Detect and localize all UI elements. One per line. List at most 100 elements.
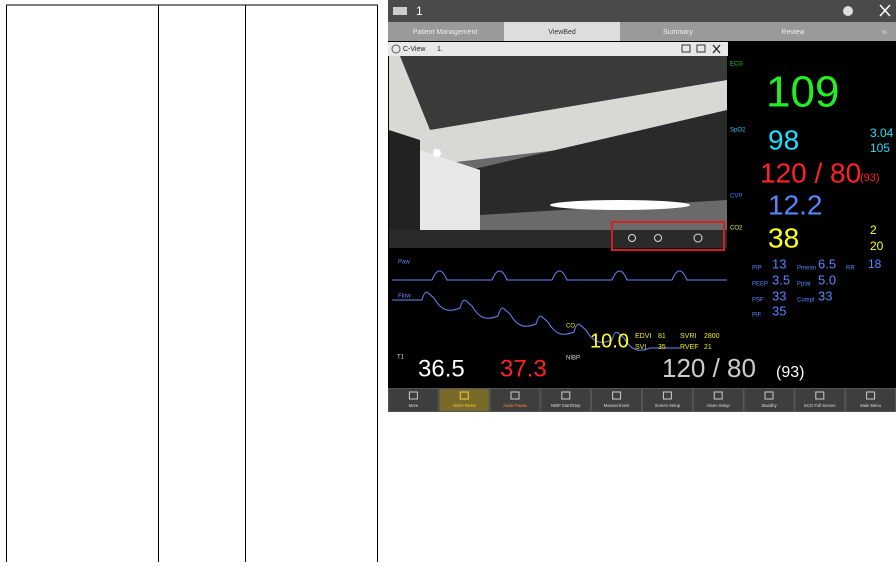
light (550, 200, 690, 210)
co2-value: 38 (768, 222, 799, 253)
toolbar-button[interactable] (541, 389, 591, 411)
zoom-reset[interactable] (693, 233, 703, 243)
toolbar-button[interactable] (490, 389, 540, 411)
ceiling-slats (470, 110, 727, 215)
button-label: Alarm Setup (707, 403, 731, 408)
button-icon (408, 391, 418, 400)
hr-value: 109 (766, 68, 839, 117)
toolbar-button[interactable] (693, 389, 743, 411)
param-label: ECG (730, 62, 743, 68)
vent-label: PEEP (752, 282, 768, 288)
highlight-box (611, 221, 725, 251)
button-icon (764, 391, 774, 400)
fico2-value: 2 (870, 223, 877, 237)
waveform (392, 291, 680, 351)
button-label: Main Menu (860, 403, 881, 408)
tab[interactable]: Review (782, 29, 806, 36)
toolbar-button[interactable] (643, 389, 692, 411)
light (433, 149, 441, 157)
button-label: ECG Full Screen (804, 403, 836, 408)
t2-value: 37.3 (500, 355, 547, 382)
vent-label: Compl (797, 298, 814, 304)
wave-label: Flow (398, 294, 411, 300)
nibp-value: 120 / 80 (662, 353, 756, 383)
window-icon[interactable] (696, 44, 706, 53)
pi-value: 3.04 (870, 126, 894, 140)
hemo-label: EDVI (635, 333, 651, 340)
param-label: CO (566, 324, 575, 330)
spo2-value: 98 (768, 124, 799, 155)
vent-value: 33 (772, 288, 786, 303)
vent-label: PIF (752, 313, 762, 319)
button-icon (866, 391, 876, 400)
button-label: Screen Setup (655, 403, 681, 408)
vent-value: 33 (818, 288, 832, 303)
button-icon (713, 391, 723, 400)
toolbar-button[interactable] (389, 389, 438, 411)
top-bar (388, 0, 896, 22)
tab[interactable]: ViewBed (548, 29, 576, 36)
button-icon (612, 391, 622, 400)
view-title: C-View (403, 46, 426, 53)
t1-value: 36.5 (418, 355, 465, 382)
button-icon (815, 391, 825, 400)
param-label: CVP (730, 194, 742, 200)
hemo-value: 21 (704, 344, 712, 351)
close-icon (879, 4, 891, 17)
button-icon (561, 391, 571, 400)
param-label: NIBP (566, 356, 580, 362)
vent-label: PIP (752, 266, 762, 272)
window-close[interactable] (712, 44, 721, 54)
info-icon (391, 44, 401, 54)
button-icon (510, 391, 520, 400)
view-bed: 1. (437, 46, 443, 53)
alarm-icon (843, 6, 853, 16)
co-value: 10.0 (590, 330, 629, 352)
vent-value: 35 (772, 303, 786, 318)
bed-number: 1 (416, 4, 423, 18)
resp-rr: 18 (868, 257, 882, 271)
button-label: Standby (761, 403, 777, 408)
button-icon (459, 391, 469, 400)
tab[interactable]: Summary (663, 29, 693, 36)
ceiling-slats (400, 56, 727, 130)
tab[interactable]: Patient Management (413, 29, 478, 36)
hemo-label: RVEF (680, 344, 699, 351)
param-label: T1 (397, 355, 405, 361)
tab-next[interactable]: » (882, 26, 887, 36)
view-toolbar (389, 230, 727, 248)
vent-value: 13 (772, 256, 786, 271)
vent-label: RR (846, 266, 855, 272)
vent-label: PSF (752, 298, 764, 304)
art-mean: (93) (860, 172, 880, 184)
zoom-out[interactable] (654, 234, 662, 242)
toolbar-button[interactable] (744, 389, 794, 411)
hemo-value: 81 (658, 333, 666, 340)
button-label: Audio Pause (503, 403, 527, 408)
toolbar-button[interactable] (439, 389, 489, 411)
ceiling-slats (389, 130, 420, 230)
zoom-in[interactable] (628, 234, 636, 242)
nibp-mean: (93) (776, 364, 804, 381)
window-icon[interactable] (681, 44, 691, 53)
param-label: SpO2 (730, 128, 746, 134)
monitor-screenshot: 1 Patient Management ViewBed Summary Rev… (388, 0, 896, 412)
toolbar-button[interactable] (592, 389, 641, 411)
hemo-value: 2800 (704, 333, 720, 340)
vent-value: 6.5 (818, 256, 836, 271)
wave-label: Paw (398, 260, 410, 266)
toolbar-button[interactable] (846, 389, 895, 411)
art-value: 120 / 80 (760, 157, 861, 188)
hemo-label: SVRI (680, 333, 696, 340)
wall (420, 150, 480, 230)
cvp-value: 12.2 (768, 189, 823, 220)
param-label: CO2 (730, 226, 743, 232)
toolbar-button[interactable] (795, 389, 845, 411)
bed-icon (393, 7, 407, 15)
hemo-label: 35 (658, 344, 666, 351)
vent-label: Pmean (797, 266, 816, 272)
button-label: More (409, 403, 419, 408)
active-tab[interactable] (504, 22, 620, 41)
